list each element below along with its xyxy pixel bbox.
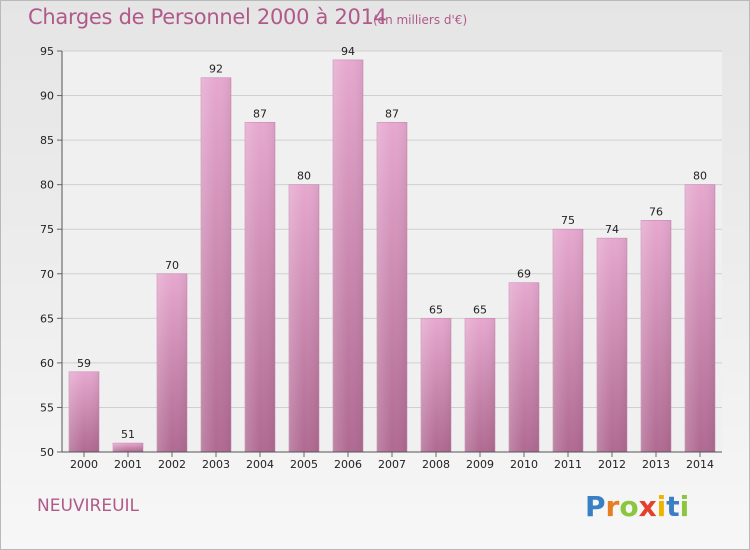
bar-value-label: 80 xyxy=(297,170,311,183)
bar-shine xyxy=(465,318,495,452)
logo-letter: x xyxy=(638,490,657,523)
x-tick-label: 2005 xyxy=(290,458,318,471)
logo-letter: i xyxy=(679,490,690,523)
y-tick-label: 60 xyxy=(40,357,54,370)
y-tick-label: 70 xyxy=(40,268,54,281)
chart-title: Charges de Personnel 2000 à 2014 xyxy=(28,5,387,29)
bar-shine xyxy=(289,184,319,452)
x-tick-label: 2010 xyxy=(510,458,538,471)
bar-value-label: 87 xyxy=(385,107,399,120)
proxiti-logo: Proxiti xyxy=(585,490,689,523)
x-tick-label: 2000 xyxy=(70,458,98,471)
x-tick-label: 2007 xyxy=(378,458,406,471)
bar-shine xyxy=(509,282,539,452)
bar-shine xyxy=(553,229,583,452)
bar-value-label: 65 xyxy=(473,303,487,316)
bar-value-label: 94 xyxy=(341,45,355,58)
bar-value-label: 76 xyxy=(649,205,663,218)
bar-value-label: 65 xyxy=(429,303,443,316)
x-tick-label: 2009 xyxy=(466,458,494,471)
bar-value-label: 70 xyxy=(165,259,179,272)
bar-value-label: 75 xyxy=(561,214,575,227)
y-tick-label: 95 xyxy=(40,45,54,58)
x-tick-label: 2002 xyxy=(158,458,186,471)
y-tick-label: 65 xyxy=(40,312,54,325)
logo-letter: r xyxy=(605,490,620,523)
x-tick-label: 2006 xyxy=(334,458,362,471)
x-tick-label: 2014 xyxy=(686,458,714,471)
bar-value-label: 59 xyxy=(77,357,91,370)
y-tick-label: 50 xyxy=(40,446,54,459)
bar-shine xyxy=(597,238,627,452)
bar-shine xyxy=(641,220,671,452)
bar-shine xyxy=(685,184,715,452)
y-tick-label: 55 xyxy=(40,401,54,414)
bar-shine xyxy=(245,122,275,453)
x-tick-label: 2008 xyxy=(422,458,450,471)
bar-shine xyxy=(201,77,231,452)
y-tick-label: 90 xyxy=(40,90,54,103)
bar-value-label: 51 xyxy=(121,428,135,441)
bar-shine xyxy=(421,318,451,452)
logo-letter: o xyxy=(619,490,639,523)
bar-value-label: 80 xyxy=(693,170,707,183)
bar-shine xyxy=(377,122,407,453)
y-tick-label: 75 xyxy=(40,223,54,236)
x-tick-label: 2004 xyxy=(246,458,274,471)
x-tick-label: 2001 xyxy=(114,458,142,471)
logo-letter: i xyxy=(656,490,667,523)
bar-value-label: 69 xyxy=(517,268,531,281)
chart-subtitle: (en milliers d'€) xyxy=(373,13,468,27)
logo-letter: t xyxy=(666,490,680,523)
bar-shine xyxy=(113,443,143,452)
commune-name: NEUVIREUIL xyxy=(37,496,140,516)
x-tick-label: 2012 xyxy=(598,458,626,471)
bar-value-label: 92 xyxy=(209,63,223,76)
x-tick-label: 2003 xyxy=(202,458,230,471)
logo-letter: P xyxy=(585,490,606,523)
bar-shine xyxy=(157,273,187,452)
bar-value-label: 74 xyxy=(605,223,619,236)
y-tick-label: 80 xyxy=(40,179,54,192)
bar-shine xyxy=(69,371,99,452)
y-tick-label: 85 xyxy=(40,134,54,147)
bar-value-label: 87 xyxy=(253,107,267,120)
x-tick-label: 2013 xyxy=(642,458,670,471)
x-tick-label: 2011 xyxy=(554,458,582,471)
bar-shine xyxy=(333,59,363,453)
